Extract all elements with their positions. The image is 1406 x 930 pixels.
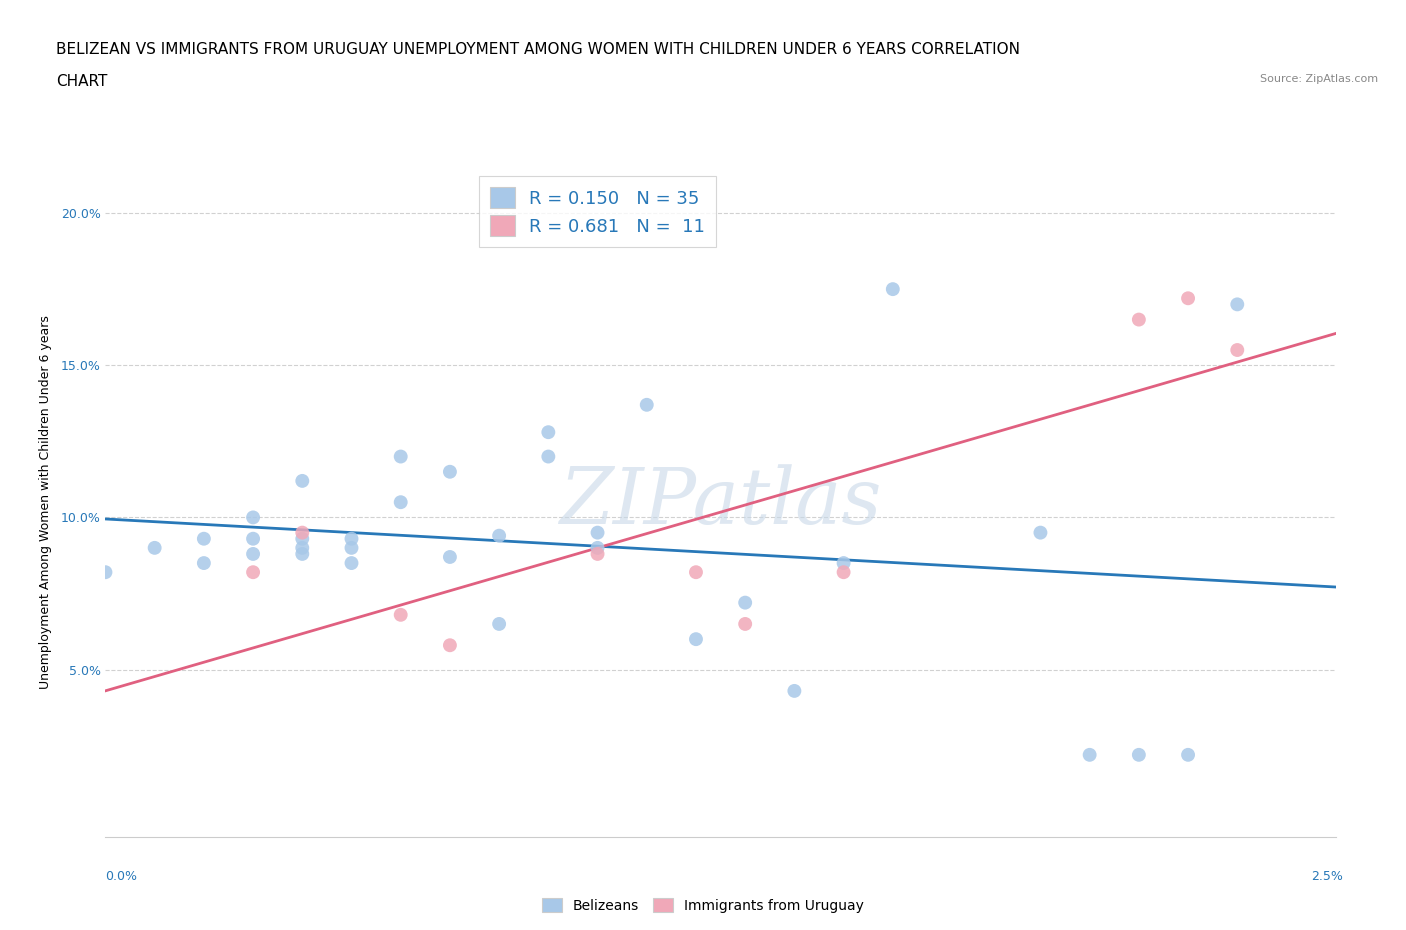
Point [242,510,264,525]
Point [832,555,855,570]
Point [734,595,756,610]
Point [291,525,314,540]
Point [537,449,560,464]
Point [537,425,560,440]
Point [291,473,314,488]
Text: BELIZEAN VS IMMIGRANTS FROM URUGUAY UNEMPLOYMENT AMONG WOMEN WITH CHILDREN UNDER: BELIZEAN VS IMMIGRANTS FROM URUGUAY UNEM… [56,42,1021,57]
Legend: Belizeans, Immigrants from Uruguay: Belizeans, Immigrants from Uruguay [537,893,869,919]
Point [783,684,806,698]
Point [586,547,609,562]
Point [488,528,510,543]
Point [193,531,215,546]
Text: 2.5%: 2.5% [1310,870,1343,883]
Point [1128,748,1150,763]
Y-axis label: Unemployment Among Women with Children Under 6 years: Unemployment Among Women with Children U… [39,315,52,689]
Point [242,531,264,546]
Point [340,555,363,570]
Point [94,565,117,579]
Point [439,550,461,565]
Point [586,540,609,555]
Point [242,547,264,562]
Point [439,464,461,479]
Point [242,565,264,579]
Point [832,565,855,579]
Point [193,555,215,570]
Point [439,638,461,653]
Point [389,449,412,464]
Point [1078,748,1101,763]
Point [143,540,166,555]
Text: CHART: CHART [56,74,108,89]
Point [340,540,363,555]
Point [340,531,363,546]
Point [586,525,609,540]
Point [636,397,658,412]
Point [1177,291,1199,306]
Point [389,607,412,622]
Point [685,565,707,579]
Point [488,617,510,631]
Text: Source: ZipAtlas.com: Source: ZipAtlas.com [1260,74,1378,85]
Point [882,282,904,297]
Text: 0.0%: 0.0% [105,870,138,883]
Point [1226,297,1249,312]
Point [1029,525,1052,540]
Point [291,540,314,555]
Text: ZIPatlas: ZIPatlas [560,464,882,540]
Point [734,617,756,631]
Point [1177,748,1199,763]
Point [1226,342,1249,357]
Legend: R = 0.150   N = 35, R = 0.681   N =  11: R = 0.150 N = 35, R = 0.681 N = 11 [479,177,716,247]
Point [1128,312,1150,327]
Point [389,495,412,510]
Point [685,631,707,646]
Point [291,531,314,546]
Point [291,547,314,562]
